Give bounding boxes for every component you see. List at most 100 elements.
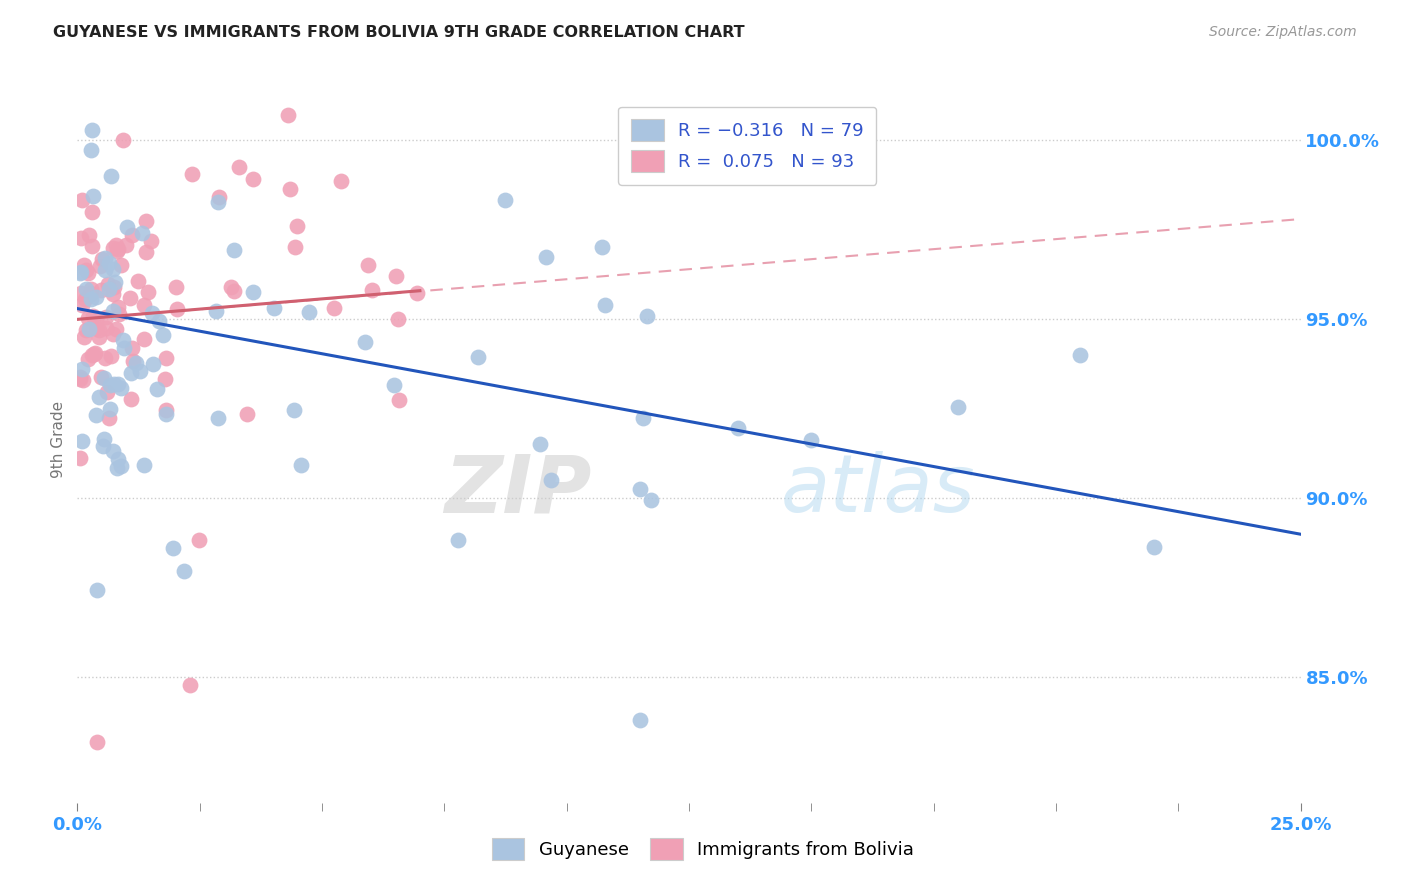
- Point: [94, 263, 117, 277]
- Point: [236, 407, 259, 421]
- Point: [278, 181, 301, 195]
- Point: [285, 219, 308, 233]
- Point: [166, 301, 188, 316]
- Point: [70, 286, 93, 301]
- Point: [108, 307, 131, 321]
- Point: [155, 403, 177, 417]
- Legend: Guyanese, Immigrants from Bolivia: Guyanese, Immigrants from Bolivia: [485, 830, 921, 867]
- Point: [98, 378, 121, 392]
- Point: [946, 400, 969, 414]
- Text: atlas: atlas: [780, 451, 976, 529]
- Point: [83, 347, 105, 361]
- Legend: R = −0.316   N = 79, R =  0.075   N = 93: R = −0.316 N = 79, R = 0.075 N = 93: [619, 107, 876, 185]
- Point: [540, 473, 562, 487]
- Point: [591, 240, 613, 254]
- Point: [82, 189, 104, 203]
- Point: [165, 280, 187, 294]
- Point: [101, 304, 124, 318]
- Point: [636, 309, 658, 323]
- Point: [79, 286, 101, 301]
- Point: [80, 292, 103, 306]
- Point: [155, 407, 177, 421]
- Point: [80, 286, 103, 301]
- Point: [93, 371, 115, 385]
- Point: [70, 265, 93, 279]
- Point: [134, 332, 156, 346]
- Point: [90, 284, 112, 298]
- Point: [631, 410, 654, 425]
- Point: [162, 541, 184, 556]
- Point: [69, 369, 91, 384]
- Point: [94, 310, 117, 324]
- Point: [93, 351, 115, 365]
- Point: [87, 323, 110, 337]
- Point: [188, 533, 211, 548]
- Point: [141, 306, 163, 320]
- Point: [800, 433, 823, 447]
- Point: [105, 460, 128, 475]
- Point: [110, 458, 132, 473]
- Point: [277, 108, 299, 122]
- Point: [107, 452, 129, 467]
- Point: [224, 284, 246, 298]
- Point: [84, 345, 107, 359]
- Point: [173, 564, 195, 578]
- Point: [75, 323, 97, 337]
- Point: [125, 356, 148, 370]
- Point: [111, 133, 134, 147]
- Point: [93, 252, 115, 266]
- Point: [467, 351, 489, 365]
- Point: [103, 376, 125, 391]
- Point: [79, 282, 101, 296]
- Point: [91, 439, 114, 453]
- Point: [284, 240, 307, 254]
- Point: [69, 372, 91, 386]
- Point: [132, 458, 155, 472]
- Point: [628, 714, 651, 728]
- Point: [224, 244, 246, 258]
- Point: [77, 266, 100, 280]
- Point: [75, 292, 97, 306]
- Point: [112, 341, 135, 355]
- Text: ZIP: ZIP: [444, 451, 591, 529]
- Point: [1069, 348, 1091, 362]
- Point: [205, 304, 228, 318]
- Point: [70, 193, 93, 207]
- Point: [207, 194, 229, 209]
- Point: [628, 482, 651, 496]
- Point: [103, 443, 125, 458]
- Point: [118, 292, 141, 306]
- Point: [70, 230, 93, 244]
- Point: [77, 228, 100, 243]
- Point: [121, 341, 143, 355]
- Point: [72, 374, 94, 388]
- Point: [93, 433, 115, 447]
- Point: [534, 250, 557, 264]
- Point: [84, 320, 107, 334]
- Point: [107, 242, 129, 256]
- Point: [219, 280, 242, 294]
- Point: [298, 305, 321, 319]
- Point: [135, 214, 157, 228]
- Point: [75, 282, 97, 296]
- Point: [115, 238, 138, 252]
- Point: [360, 283, 382, 297]
- Point: [105, 244, 128, 258]
- Point: [242, 285, 264, 299]
- Text: Source: ZipAtlas.com: Source: ZipAtlas.com: [1209, 25, 1357, 39]
- Point: [382, 378, 405, 392]
- Point: [98, 401, 121, 416]
- Point: [84, 312, 107, 326]
- Point: [90, 252, 112, 266]
- Point: [384, 268, 406, 283]
- Point: [107, 377, 129, 392]
- Point: [155, 351, 177, 365]
- Point: [387, 312, 409, 326]
- Point: [122, 353, 145, 368]
- Point: [494, 193, 516, 207]
- Point: [330, 174, 353, 188]
- Point: [136, 285, 159, 299]
- Point: [640, 492, 662, 507]
- Point: [228, 160, 250, 174]
- Point: [148, 314, 170, 328]
